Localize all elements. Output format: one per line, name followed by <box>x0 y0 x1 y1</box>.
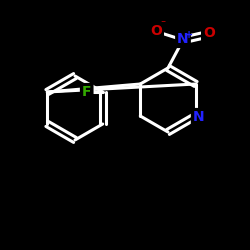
Text: +: + <box>185 30 193 40</box>
Text: N: N <box>193 110 204 124</box>
Text: ⁻: ⁻ <box>160 19 166 29</box>
Text: O: O <box>150 24 162 38</box>
Text: F: F <box>82 85 92 99</box>
Text: N: N <box>177 32 189 46</box>
Text: O: O <box>203 26 215 40</box>
